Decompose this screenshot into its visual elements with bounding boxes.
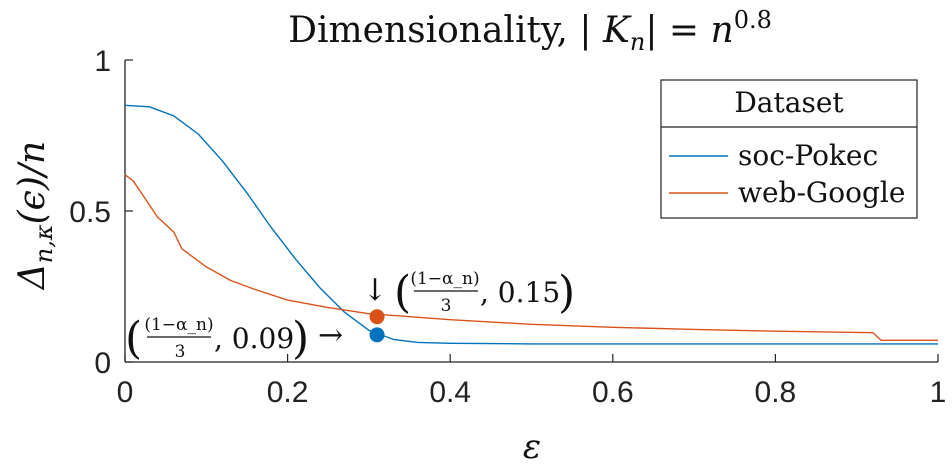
legend-box: [660, 79, 918, 219]
annotation-value: , 0.09: [214, 322, 294, 355]
y-axis-label: Δn,κ(ϵ)/n: [12, 141, 58, 291]
annotation-frac-num: (1−α_n): [410, 269, 479, 289]
x-tick-label: 1: [930, 376, 947, 409]
annotation-value: , 0.15: [480, 276, 560, 309]
annotation-arrow-right: →: [318, 318, 343, 353]
ticks: 0 0.2 0.4 0.6 0.8 1 0 0.5 1: [69, 45, 946, 409]
chart-title-text: Dimensionality, |: [288, 10, 591, 51]
legend: Dataset soc-Pokec web-Google: [660, 79, 918, 219]
x-tick-label: 0: [117, 376, 134, 409]
annotation-frac-den: 3: [441, 296, 452, 316]
annotation-soc-pokec: ( (1−α_n) 3 , 0.09 ) →: [125, 313, 343, 364]
y-tick-label: 1: [94, 45, 111, 78]
annotation-frac-num: (1−α_n): [144, 315, 213, 335]
annotation-close-paren: ): [292, 313, 309, 364]
annotation-open-paren: (: [125, 313, 142, 364]
x-axis-label: ε: [523, 427, 541, 467]
annotation-arrow-down: ↓: [362, 273, 387, 308]
annotation-frac-den: 3: [175, 342, 186, 362]
series-line-web-google: [124, 174, 938, 341]
x-tick-label: 0.8: [755, 376, 797, 409]
highlight-point-1: [369, 327, 385, 343]
x-tick-label: 0.6: [592, 376, 634, 409]
legend-label-soc-pokec: soc-Pokec: [738, 139, 878, 172]
annotation-close-paren: ): [558, 267, 575, 318]
markers-layer: [369, 309, 385, 343]
y-tick-label: 0: [94, 347, 111, 380]
x-tick-label: 0.4: [429, 376, 471, 409]
highlight-point-0: [369, 309, 385, 325]
chart-title: Dimensionality, | Kn| = n0.8: [288, 6, 772, 56]
series-line-soc-pokec: [124, 104, 938, 345]
series-layer: [124, 104, 938, 345]
annotation-open-paren: (: [394, 267, 411, 318]
legend-title: Dataset: [734, 86, 844, 119]
legend-label-web-google: web-Google: [738, 176, 905, 209]
y-tick-label: 0.5: [69, 196, 111, 229]
x-tick-label: 0.2: [267, 376, 309, 409]
annotation-web-google: ↓ ( (1−α_n) 3 , 0.15 ): [362, 267, 575, 318]
